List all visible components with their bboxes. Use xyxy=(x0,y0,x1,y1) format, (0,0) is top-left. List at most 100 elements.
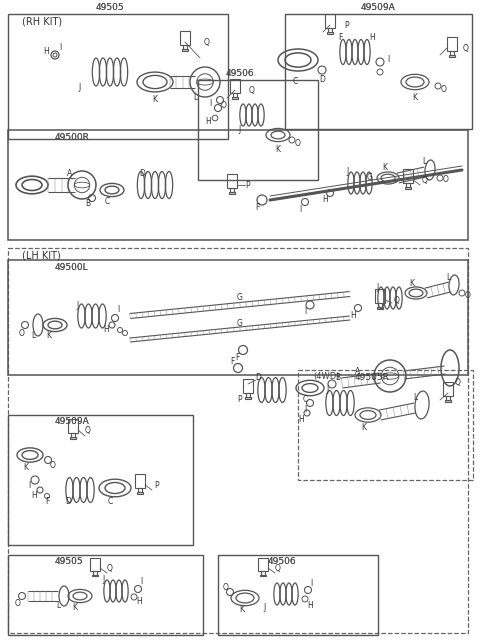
Bar xyxy=(8,14,228,139)
Text: 49500R: 49500R xyxy=(55,134,90,143)
Text: H: H xyxy=(31,492,37,501)
Bar xyxy=(68,419,78,433)
Bar xyxy=(8,130,468,240)
Text: 49509A: 49509A xyxy=(55,417,90,426)
Text: H: H xyxy=(136,598,142,607)
Text: K: K xyxy=(153,96,157,105)
Text: O: O xyxy=(443,175,449,184)
Text: 49500L: 49500L xyxy=(55,263,89,272)
Text: D: D xyxy=(319,76,325,85)
Bar xyxy=(70,437,76,439)
Text: 49505: 49505 xyxy=(96,3,124,12)
Text: H: H xyxy=(43,48,49,56)
Text: J: J xyxy=(347,168,349,177)
Text: J: J xyxy=(79,83,81,92)
Text: 49505R: 49505R xyxy=(355,372,390,381)
Bar xyxy=(245,397,251,399)
Text: (LH KIT): (LH KIT) xyxy=(22,251,61,261)
Text: Q: Q xyxy=(394,295,400,304)
Bar xyxy=(229,193,235,195)
Text: 49509A: 49509A xyxy=(55,417,90,426)
Bar xyxy=(446,396,450,401)
Text: I: I xyxy=(299,205,301,214)
Text: Q: Q xyxy=(204,37,210,46)
Text: I: I xyxy=(310,578,312,587)
Bar xyxy=(325,14,335,28)
Bar xyxy=(261,571,265,575)
Text: K: K xyxy=(383,164,387,173)
Text: C: C xyxy=(302,395,308,404)
Text: K: K xyxy=(276,144,280,153)
Text: O: O xyxy=(50,460,56,469)
Text: P: P xyxy=(238,395,242,404)
Text: G: G xyxy=(237,318,243,327)
Bar xyxy=(258,558,268,571)
Text: O: O xyxy=(295,139,301,148)
Text: I: I xyxy=(140,578,142,587)
Text: F: F xyxy=(338,33,342,42)
Text: (RH KIT): (RH KIT) xyxy=(22,17,62,27)
Text: O: O xyxy=(15,600,21,609)
Bar xyxy=(230,79,240,93)
Bar xyxy=(8,260,468,375)
Text: 49506: 49506 xyxy=(226,69,254,78)
Text: H: H xyxy=(350,311,356,320)
Text: H: H xyxy=(103,325,109,334)
Text: L: L xyxy=(31,331,35,340)
Text: J: J xyxy=(77,300,79,309)
Text: A: A xyxy=(67,168,72,177)
Bar xyxy=(92,575,98,577)
Text: P: P xyxy=(246,180,250,189)
Bar xyxy=(137,492,143,494)
Text: D: D xyxy=(255,374,261,383)
Bar xyxy=(243,379,253,393)
Text: D: D xyxy=(65,498,71,507)
Bar xyxy=(227,174,237,188)
Bar xyxy=(182,49,188,51)
Text: O: O xyxy=(223,582,229,591)
Bar xyxy=(445,401,451,403)
Bar xyxy=(90,558,100,571)
Text: F: F xyxy=(45,498,49,507)
Text: C: C xyxy=(108,498,113,507)
Text: Q: Q xyxy=(249,85,255,94)
Text: Q: Q xyxy=(107,564,113,573)
Text: Q: Q xyxy=(422,175,428,184)
Text: 49500R: 49500R xyxy=(55,134,90,143)
Text: H: H xyxy=(205,117,211,126)
Bar xyxy=(378,303,382,308)
Text: I: I xyxy=(209,98,211,107)
Text: K: K xyxy=(240,605,244,614)
Text: K: K xyxy=(361,422,367,431)
Bar xyxy=(233,93,237,98)
Text: I: I xyxy=(28,482,30,490)
Text: J: J xyxy=(103,575,105,584)
Bar xyxy=(406,183,410,187)
Text: H: H xyxy=(322,196,328,205)
Text: K: K xyxy=(412,94,418,103)
Bar xyxy=(8,555,203,635)
Text: I: I xyxy=(304,308,306,317)
Text: 49505: 49505 xyxy=(55,557,84,566)
Bar xyxy=(93,571,97,575)
Bar xyxy=(403,169,413,183)
Bar xyxy=(218,555,378,635)
Text: K: K xyxy=(409,279,415,288)
Bar xyxy=(327,32,333,35)
Text: Q: Q xyxy=(85,426,91,435)
Text: Q: Q xyxy=(463,44,469,53)
Text: K: K xyxy=(72,602,77,611)
Text: O: O xyxy=(465,290,471,300)
Text: 49505: 49505 xyxy=(96,3,124,12)
Text: G: G xyxy=(367,173,373,182)
Text: L: L xyxy=(193,92,197,101)
Bar xyxy=(260,575,266,577)
Bar xyxy=(405,187,411,189)
Bar xyxy=(232,98,238,100)
Bar xyxy=(8,415,193,545)
Text: D: D xyxy=(139,168,145,177)
Bar xyxy=(138,488,142,492)
Text: J: J xyxy=(327,385,329,394)
Text: L: L xyxy=(446,272,450,281)
Bar xyxy=(443,382,453,396)
